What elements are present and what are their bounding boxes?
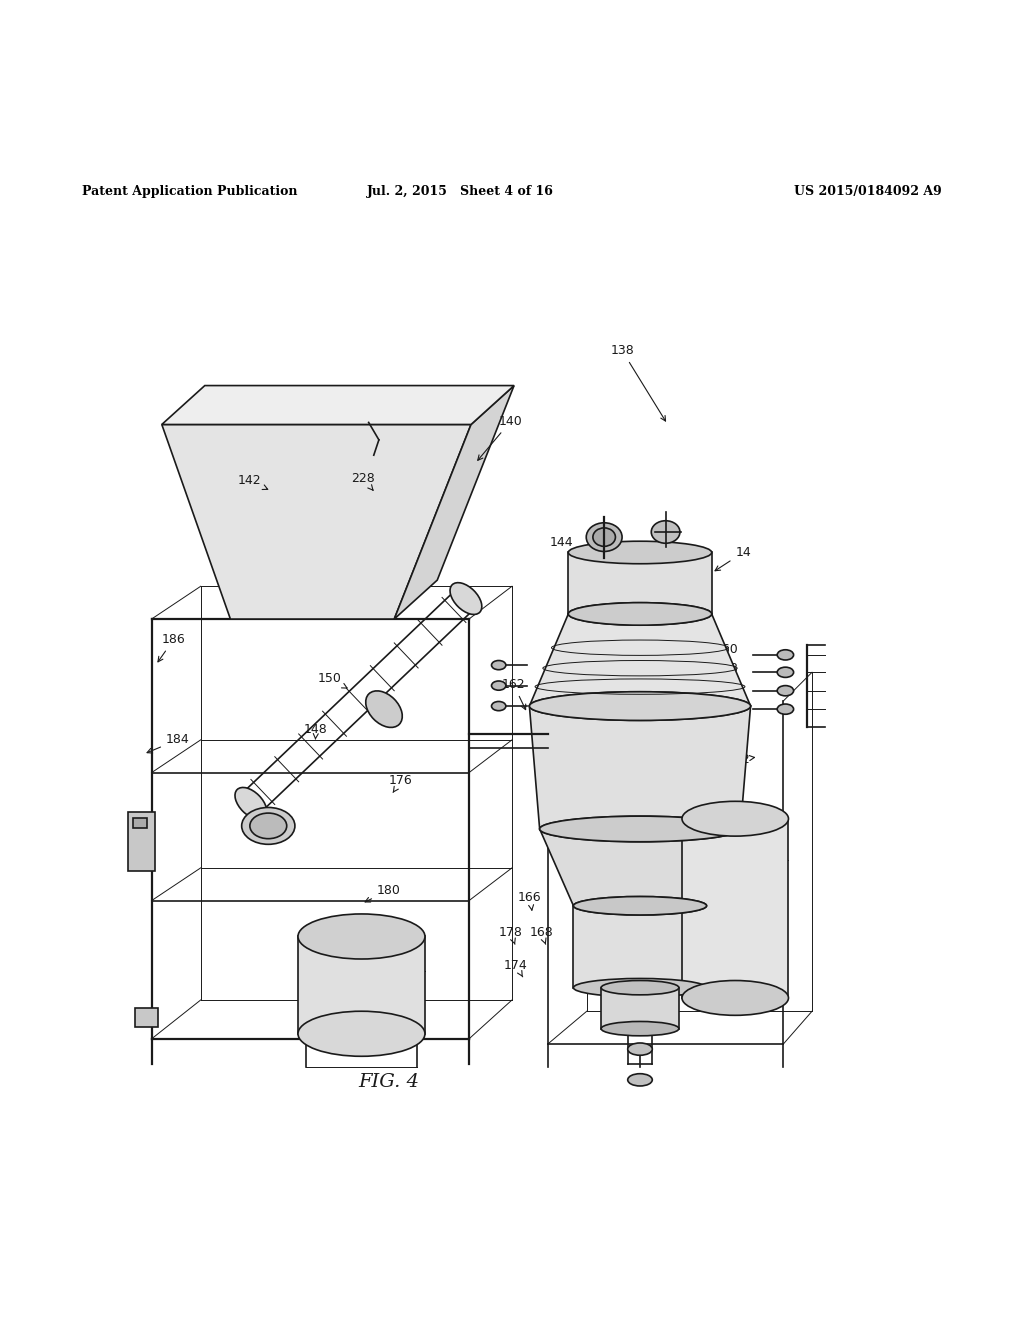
Ellipse shape <box>573 896 707 915</box>
Text: 166: 166 <box>518 891 542 909</box>
Polygon shape <box>529 614 751 706</box>
Text: 173: 173 <box>537 713 560 726</box>
Ellipse shape <box>298 913 425 960</box>
Text: 154: 154 <box>729 814 753 830</box>
Polygon shape <box>135 1008 158 1027</box>
Ellipse shape <box>586 523 622 552</box>
Ellipse shape <box>628 1043 652 1055</box>
Ellipse shape <box>540 816 740 842</box>
Text: 173: 173 <box>692 713 732 726</box>
Polygon shape <box>601 987 679 1028</box>
Text: Jul. 2, 2015   Sheet 4 of 16: Jul. 2, 2015 Sheet 4 of 16 <box>368 185 554 198</box>
Text: 156: 156 <box>723 771 746 784</box>
Ellipse shape <box>450 582 482 614</box>
Text: 152: 152 <box>727 752 755 766</box>
Ellipse shape <box>492 660 506 669</box>
Text: 186: 186 <box>158 634 185 661</box>
Ellipse shape <box>628 1073 652 1086</box>
Polygon shape <box>394 385 514 619</box>
Ellipse shape <box>601 1022 679 1036</box>
Polygon shape <box>162 425 471 619</box>
Polygon shape <box>573 906 707 987</box>
Ellipse shape <box>492 701 506 710</box>
Polygon shape <box>133 817 147 828</box>
Polygon shape <box>298 936 425 1034</box>
Text: 14: 14 <box>715 546 751 570</box>
Ellipse shape <box>529 692 751 721</box>
Text: 180: 180 <box>366 884 400 902</box>
Text: FIG. 4: FIG. 4 <box>358 1073 420 1090</box>
Text: 184: 184 <box>147 734 189 752</box>
Text: 144: 144 <box>550 536 579 562</box>
Polygon shape <box>529 706 751 829</box>
Polygon shape <box>162 385 514 425</box>
Ellipse shape <box>777 649 794 660</box>
Text: 178: 178 <box>499 925 522 944</box>
Text: 228: 228 <box>351 473 375 490</box>
Ellipse shape <box>242 808 295 845</box>
Ellipse shape <box>492 681 506 690</box>
Ellipse shape <box>366 690 402 727</box>
Ellipse shape <box>601 981 679 995</box>
Text: 142: 142 <box>238 474 267 490</box>
Ellipse shape <box>568 541 712 564</box>
Ellipse shape <box>573 896 707 915</box>
Text: 162: 162 <box>502 678 525 710</box>
Ellipse shape <box>234 788 267 820</box>
Ellipse shape <box>593 528 615 546</box>
Text: 138: 138 <box>610 345 666 421</box>
Ellipse shape <box>568 603 712 626</box>
Ellipse shape <box>651 520 680 544</box>
Polygon shape <box>128 812 155 871</box>
Polygon shape <box>682 818 788 998</box>
Ellipse shape <box>777 667 794 677</box>
Text: US 2015/0184092 A9: US 2015/0184092 A9 <box>795 185 942 198</box>
Text: 168: 168 <box>529 925 553 944</box>
Text: 140: 140 <box>478 414 522 461</box>
Polygon shape <box>540 829 740 906</box>
Ellipse shape <box>682 801 788 836</box>
Ellipse shape <box>568 603 712 626</box>
Text: 174: 174 <box>504 958 527 977</box>
Text: 173: 173 <box>601 713 633 726</box>
Ellipse shape <box>540 816 740 842</box>
Text: Patent Application Publication: Patent Application Publication <box>82 185 297 198</box>
Text: 176: 176 <box>389 775 413 792</box>
Ellipse shape <box>573 978 707 997</box>
Text: 182: 182 <box>297 950 321 982</box>
Text: 148: 148 <box>304 723 328 739</box>
Ellipse shape <box>682 981 788 1015</box>
Polygon shape <box>568 553 712 614</box>
Text: 160: 160 <box>712 643 738 663</box>
Text: 172b: 172b <box>585 784 620 803</box>
Ellipse shape <box>298 1011 425 1056</box>
Ellipse shape <box>777 685 794 696</box>
Ellipse shape <box>777 704 794 714</box>
Text: 170b: 170b <box>729 833 761 849</box>
Ellipse shape <box>250 813 287 838</box>
Text: 158: 158 <box>712 661 738 680</box>
Text: 146: 146 <box>581 554 604 576</box>
Text: 150: 150 <box>317 672 347 688</box>
Ellipse shape <box>529 692 751 721</box>
